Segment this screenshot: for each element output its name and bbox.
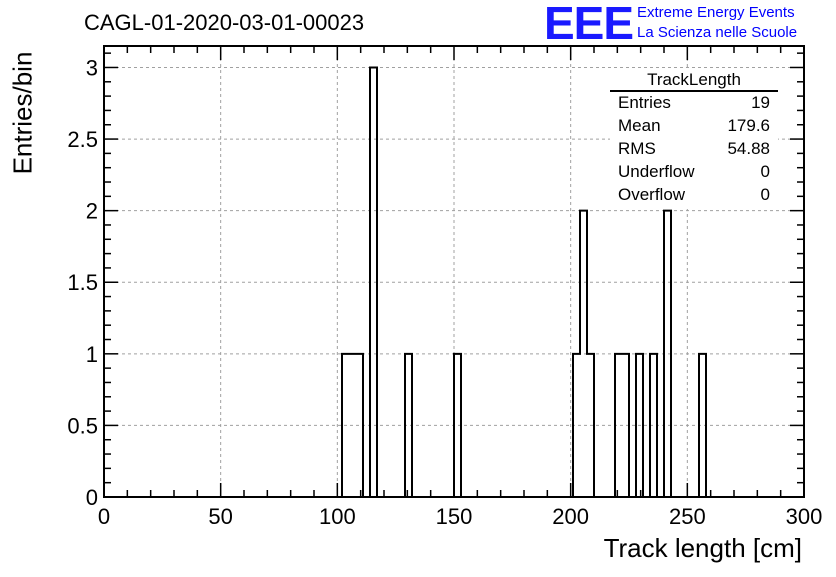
stats-title: TrackLength <box>647 70 741 89</box>
stats-row-mean: Mean 179.6 <box>618 116 770 138</box>
y-tick-label: 0 <box>86 485 98 510</box>
y-tick-label: 2 <box>86 199 98 224</box>
stats-row-rms: RMS 54.88 <box>618 139 770 161</box>
histogram-bin <box>580 211 587 497</box>
stats-key: Underflow <box>618 162 695 181</box>
y-tick-label: 0.5 <box>67 413 98 438</box>
histogram-bin <box>664 211 671 497</box>
x-tick-label: 0 <box>98 504 110 529</box>
y-axis-label: Entries/bin <box>7 51 38 174</box>
x-tick-label: 300 <box>786 504 823 529</box>
y-axis-label-box: Entries/bin <box>8 40 38 185</box>
histogram-bin <box>622 354 629 497</box>
y-tick-label: 1.5 <box>67 270 98 295</box>
histogram-bin <box>699 354 706 497</box>
stats-key: Mean <box>618 116 661 135</box>
logo-line-2: La Scienza nelle Scuole <box>637 24 798 41</box>
histogram-bin <box>370 67 377 497</box>
histogram-bin <box>573 354 580 497</box>
histogram-bin <box>405 354 412 497</box>
x-tick-label: 200 <box>552 504 589 529</box>
stats-value: 179.6 <box>727 116 770 135</box>
stats-box: TrackLength Entries 19 Mean 179.6 RMS 54… <box>610 68 778 209</box>
histogram-bin <box>587 354 594 497</box>
stats-key: Entries <box>618 93 671 112</box>
x-tick-label: 250 <box>669 504 706 529</box>
histogram-bin <box>615 354 622 497</box>
x-axis-label: Track length [cm] <box>603 533 802 563</box>
stats-row-underflow: Underflow 0 <box>618 162 770 184</box>
stats-value: 19 <box>751 93 770 112</box>
run-title: CAGL-01-2020-03-01-00023 <box>84 10 365 35</box>
x-tick-label: 50 <box>208 504 232 529</box>
stats-value: 0 <box>760 185 770 204</box>
stats-divider <box>610 90 778 92</box>
histogram-bin <box>356 354 363 497</box>
stats-key: Overflow <box>618 185 686 204</box>
stats-key: RMS <box>618 139 656 158</box>
logo-line-1: Extreme Energy Events <box>637 4 795 21</box>
stats-value: 54.88 <box>727 139 770 158</box>
stats-row-overflow: Overflow 0 <box>618 185 770 207</box>
y-tick-label: 2.5 <box>67 127 98 152</box>
eee-logo: EEE <box>544 0 634 49</box>
x-tick-label: 100 <box>319 504 356 529</box>
stats-value: 0 <box>760 162 770 181</box>
histogram-outline <box>341 66 707 497</box>
histogram-bin <box>636 354 643 497</box>
histogram-bin <box>650 354 657 497</box>
stats-row-entries: Entries 19 <box>618 93 770 115</box>
histogram-bin <box>342 354 349 497</box>
y-tick-label: 3 <box>86 55 98 80</box>
y-tick-label: 1 <box>86 342 98 367</box>
histogram-bin <box>454 354 461 497</box>
x-tick-label: 150 <box>436 504 473 529</box>
histogram-bin <box>349 354 356 497</box>
